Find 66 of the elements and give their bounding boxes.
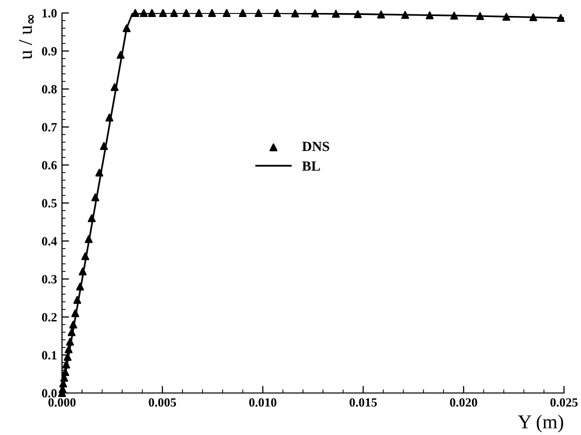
point: [69, 320, 78, 329]
point: [88, 214, 96, 222]
point: [401, 10, 410, 19]
point: [354, 10, 362, 18]
y-tick-label: 0.0: [42, 389, 57, 398]
point: [95, 168, 104, 177]
point: [332, 10, 340, 18]
point: [194, 9, 203, 17]
point: [76, 282, 84, 291]
point: [100, 142, 108, 150]
x-tick-label: 0.015: [350, 398, 377, 407]
point: [68, 328, 76, 336]
point: [170, 9, 178, 17]
y-tick-label: 0.6: [42, 161, 57, 170]
x-tick-label: 0.025: [550, 398, 578, 407]
point: [254, 9, 263, 17]
point: [311, 9, 319, 18]
point: [476, 12, 484, 20]
point: [71, 309, 80, 318]
point: [140, 9, 148, 17]
point: [62, 360, 70, 368]
point: [78, 267, 87, 276]
y-tick-label: 0.4: [42, 237, 57, 246]
point: [377, 10, 386, 18]
point: [105, 114, 114, 122]
legend-label: DNS: [302, 142, 330, 152]
legend-label: BL: [302, 162, 320, 171]
y-tick-label: 0.5: [42, 199, 57, 208]
point: [148, 9, 156, 17]
x-tick-label: 0.005: [148, 398, 176, 407]
point: [273, 9, 282, 17]
y-tick-label: 1.0: [42, 9, 57, 18]
point: [84, 235, 93, 244]
y-tick-label: 0.9: [42, 47, 57, 56]
point: [556, 14, 565, 22]
y-tick-label: 0.7: [42, 123, 57, 132]
point: [529, 13, 538, 22]
y-tick-label: 0.8: [42, 85, 57, 94]
point: [122, 24, 131, 32]
point: [61, 368, 70, 376]
point: [291, 9, 300, 18]
point: [73, 296, 82, 304]
point: [222, 9, 231, 17]
point: [64, 352, 72, 361]
x-tick-label: 0.010: [249, 398, 276, 407]
y-axis-title: u / u$_{∞}$: [18, 14, 34, 60]
point: [159, 9, 167, 17]
x-tick-label: 0.020: [450, 398, 478, 407]
point: [208, 9, 216, 17]
point: [182, 9, 190, 17]
point: [116, 50, 125, 59]
point: [450, 12, 458, 20]
x-tick-label: 0.000: [48, 398, 76, 407]
point: [66, 338, 74, 346]
y-tick-label: 0.1: [42, 351, 56, 360]
point: [110, 83, 119, 92]
point: [64, 345, 73, 354]
point: [81, 252, 90, 260]
y-tick-label: 0.3: [42, 275, 57, 284]
point: [131, 9, 140, 17]
point: [91, 193, 100, 202]
point: [426, 11, 434, 20]
point: [238, 9, 247, 17]
x-axis-title: Y (m): [518, 414, 564, 432]
y-tick-label: 0.2: [42, 313, 57, 322]
point: [502, 12, 510, 21]
